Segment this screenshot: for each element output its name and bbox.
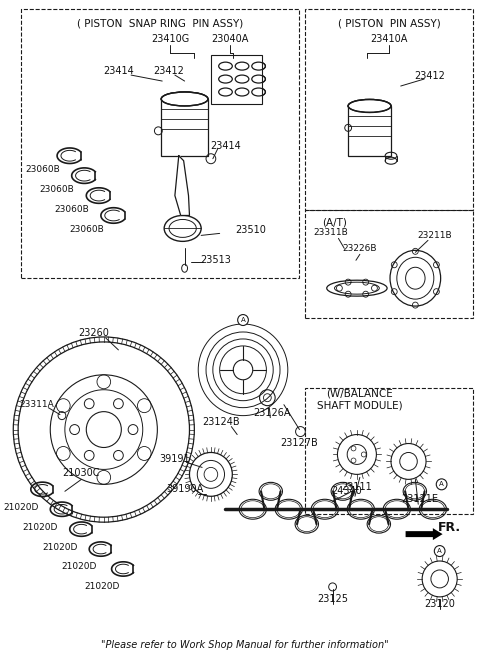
- Bar: [161, 99, 208, 155]
- Text: 23226B: 23226B: [343, 244, 377, 253]
- Text: 23127B: 23127B: [281, 438, 318, 447]
- Text: (A/T): (A/T): [322, 217, 347, 228]
- Text: ( PISTON  SNAP RING  PIN ASSY): ( PISTON SNAP RING PIN ASSY): [77, 18, 243, 28]
- Circle shape: [434, 546, 445, 556]
- Circle shape: [238, 315, 248, 325]
- Bar: [211, 55, 263, 104]
- Text: 23121E: 23121E: [402, 494, 439, 504]
- Text: 23410G: 23410G: [151, 34, 189, 44]
- Text: 23060B: 23060B: [69, 225, 104, 234]
- Text: 23060B: 23060B: [25, 165, 60, 174]
- Text: 21020D: 21020D: [3, 502, 39, 512]
- Text: 23513: 23513: [200, 255, 231, 265]
- Text: 21020D: 21020D: [42, 543, 78, 552]
- Text: A: A: [437, 548, 442, 554]
- Text: 23111: 23111: [342, 482, 372, 492]
- Bar: [305, 211, 473, 318]
- Text: 39191: 39191: [159, 455, 190, 464]
- Text: 23412: 23412: [154, 66, 184, 76]
- Ellipse shape: [161, 92, 208, 106]
- Text: 23120: 23120: [424, 599, 455, 609]
- Text: 23414: 23414: [103, 66, 134, 76]
- Polygon shape: [175, 155, 190, 215]
- Bar: [348, 106, 391, 155]
- FancyArrow shape: [406, 528, 443, 540]
- Text: 23311A: 23311A: [19, 400, 54, 409]
- Text: 23124B: 23124B: [202, 417, 240, 426]
- Text: 23412: 23412: [415, 71, 445, 81]
- Text: A: A: [240, 317, 245, 323]
- Text: ( PISTON  PIN ASSY): ( PISTON PIN ASSY): [337, 18, 441, 28]
- Text: 23510: 23510: [235, 226, 266, 236]
- Text: 23414: 23414: [210, 141, 241, 151]
- Text: 23060B: 23060B: [54, 205, 89, 214]
- Bar: [305, 388, 473, 514]
- Text: 23410A: 23410A: [371, 34, 408, 44]
- Ellipse shape: [348, 100, 391, 112]
- Text: 23040A: 23040A: [212, 34, 249, 44]
- Text: (W/BALANCE
SHAFT MODULE): (W/BALANCE SHAFT MODULE): [317, 389, 403, 411]
- Text: 23125: 23125: [317, 594, 348, 604]
- Text: 39190A: 39190A: [166, 484, 203, 495]
- Text: 23211B: 23211B: [418, 231, 452, 240]
- Text: 21020D: 21020D: [84, 583, 120, 592]
- Text: 21020D: 21020D: [62, 562, 97, 571]
- Text: 24340: 24340: [331, 486, 361, 497]
- Bar: [21, 9, 300, 278]
- Text: FR.: FR.: [438, 521, 461, 533]
- Text: 23311B: 23311B: [313, 228, 348, 237]
- Text: A: A: [439, 482, 444, 487]
- Text: "Please refer to Work Shop Manual for further information": "Please refer to Work Shop Manual for fu…: [101, 640, 389, 649]
- Circle shape: [436, 479, 447, 490]
- Text: 23060B: 23060B: [40, 185, 74, 194]
- Text: 23126A: 23126A: [253, 407, 291, 418]
- Text: 23260: 23260: [79, 328, 109, 338]
- Text: 21030C: 21030C: [63, 468, 100, 478]
- Bar: [305, 9, 473, 211]
- Text: 21020D: 21020D: [23, 523, 58, 531]
